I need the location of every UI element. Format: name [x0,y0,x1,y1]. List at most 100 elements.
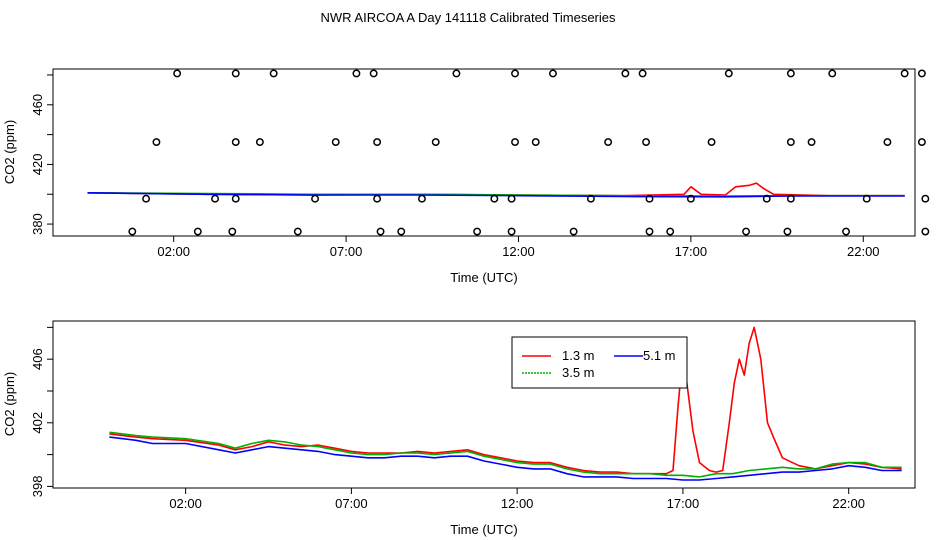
bottom-series-layer [109,326,902,481]
top-data-marker [507,194,516,203]
top-data-marker [397,227,406,236]
top-data-marker [786,194,795,203]
top-data-marker [473,227,482,236]
bottom-y-tick-label: 406 [30,348,45,370]
top-y-axis-label: CO2 (ppm) [2,120,17,184]
bottom-y-tick-label: 398 [30,476,45,498]
top-data-marker [549,69,557,78]
top-data-marker [917,138,926,147]
top-data-marker [883,138,892,147]
top-data-marker [193,227,202,236]
bottom-series-3-5-m-line [109,431,902,478]
top-data-marker [921,194,930,203]
top-data-marker [228,227,237,236]
legend-label-1-3m: 1.3 m [562,348,595,363]
top-data-marker [783,227,792,236]
top-data-marker [724,69,733,78]
top-panel: 02:00 07:00 12:00 17:00 22:00 380 420 460 Time… [2,68,930,285]
top-data-marker [331,138,340,147]
top-data-marker [786,138,795,147]
top-data-marker [373,138,382,147]
top-data-marker [293,227,302,236]
top-marker-layer [128,69,930,236]
top-data-marker [173,69,182,78]
top-x-tick-label: 07:00 [330,244,363,259]
top-data-marker [142,194,151,203]
top-data-marker [128,227,137,236]
top-data-marker [417,194,426,203]
top-data-marker [369,69,378,78]
top-data-marker [452,69,461,78]
top-y-tick-label: 380 [30,213,45,235]
top-data-marker [786,69,795,78]
bottom-x-tick-label: 02:00 [169,496,202,511]
top-data-marker [762,194,771,203]
top-x-tick-label: 17:00 [675,244,708,259]
top-data-marker [511,138,519,147]
bottom-x-tick-label: 22:00 [832,496,865,511]
top-data-marker [569,227,578,236]
top-x-axis-label: Time (UTC) [450,270,517,285]
bottom-y-axis: 398 402 406 [30,326,53,498]
bottom-x-tick-label: 12:00 [501,496,534,511]
top-y-axis: 380 420 460 [30,74,53,235]
top-data-marker [742,227,750,236]
top-x-tick-label: 12:00 [502,244,535,259]
top-data-marker [511,69,519,78]
top-data-marker [828,69,837,78]
top-plot-frame [52,68,916,237]
top-data-marker [231,194,240,203]
top-x-tick-label: 22:00 [847,244,880,259]
top-data-marker [642,138,651,147]
top-x-axis: 02:00 07:00 12:00 17:00 22:00 [157,236,880,259]
top-data-marker [807,138,816,147]
bottom-x-tick-label: 17:00 [667,496,700,511]
top-data-marker [231,69,240,78]
top-data-marker [376,227,385,236]
bottom-y-tick-label: 402 [30,412,45,434]
bottom-y-axis-label: CO2 (ppm) [2,372,17,436]
bottom-panel: 02:00 07:00 12:00 17:00 22:00 398 402 406 Time… [2,320,916,537]
top-data-marker [507,227,516,236]
top-data-marker [621,69,630,78]
top-series-layer [87,182,905,198]
top-data-marker [231,138,240,147]
top-y-tick-label: 460 [30,94,45,116]
bottom-plot-frame [52,320,916,489]
top-y-tick-label: 420 [30,154,45,176]
top-data-marker [586,194,595,203]
top-data-marker [638,69,647,78]
top-data-marker [211,194,220,203]
top-data-marker [686,194,695,203]
legend: 1.3 m 5.1 m 3.5 m [511,336,688,389]
top-data-marker [917,69,926,78]
top-x-tick-label: 02:00 [157,244,190,259]
chart-title: NWR AIRCOA A Day 141118 Calibrated Times… [320,10,616,25]
legend-box [511,336,688,389]
top-data-marker [531,138,540,147]
top-data-marker [842,227,850,236]
top-data-marker [269,69,278,78]
top-data-marker [604,138,613,147]
top-data-marker [490,194,499,203]
top-data-marker [152,138,161,147]
top-data-marker [645,227,654,236]
top-data-marker [921,227,930,236]
bottom-x-axis-label: Time (UTC) [450,522,517,537]
bottom-series-5-1-m-line [109,436,902,481]
top-data-marker [707,138,716,147]
legend-label-3-5m: 3.5 m [562,365,595,380]
top-data-marker [255,138,264,147]
top-data-marker [373,194,382,203]
top-data-marker [311,194,319,203]
legend-label-5-1m: 5.1 m [643,348,676,363]
top-data-marker [352,69,361,78]
top-data-marker [862,194,871,203]
top-data-marker [645,194,654,203]
top-series-5-1-m-line [87,192,905,198]
bottom-x-tick-label: 07:00 [335,496,368,511]
top-data-marker [900,69,909,78]
top-data-marker [666,227,675,236]
top-data-marker [431,138,440,147]
